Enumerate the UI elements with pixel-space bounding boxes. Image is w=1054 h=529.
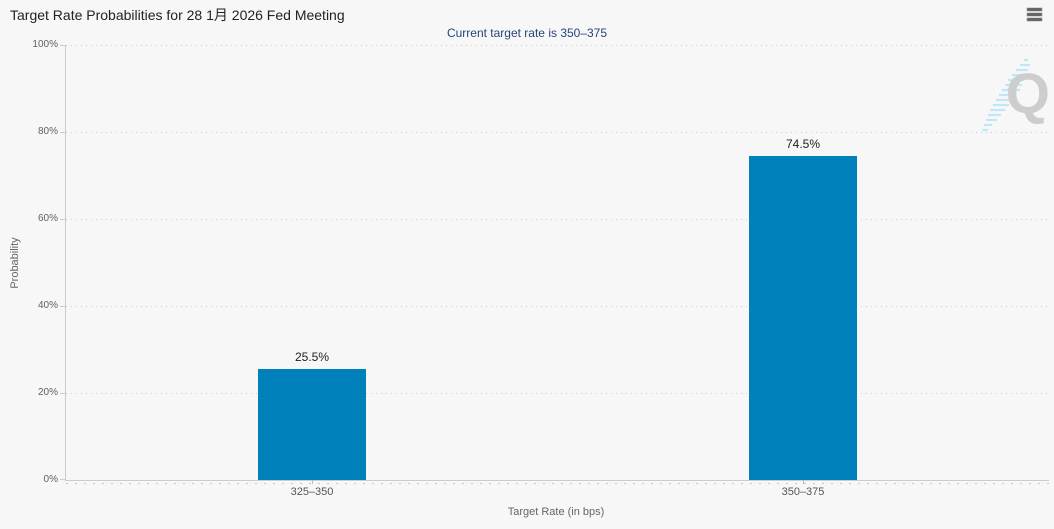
x-axis-tick <box>803 480 804 484</box>
y-gridline <box>66 306 1049 307</box>
y-axis-tick-label: 80% <box>37 126 58 137</box>
y-gridline <box>66 45 1049 46</box>
y-axis-tick-label: 20% <box>37 387 58 398</box>
bar-value-label: 25.5% <box>294 350 330 364</box>
hamburger-icon <box>1026 7 1042 21</box>
x-axis-title: Target Rate (in bps) <box>507 506 605 518</box>
context-menu-button[interactable] <box>1022 4 1046 26</box>
y-axis-tick-label: 0% <box>43 474 58 485</box>
y-gridline <box>66 132 1049 133</box>
watermark-q-letter: Q <box>1005 62 1050 126</box>
y-axis-tick <box>60 219 65 220</box>
y-axis-tick-label: 60% <box>37 213 58 224</box>
y-axis-tick <box>60 306 65 307</box>
bar-value-label: 74.5% <box>785 137 821 151</box>
plot-area: 0% 20% 40% 60% 80% 100% 25.5% 325–350 74.5% 350–3… <box>32 40 1049 498</box>
chart-subtitle: Current target rate is 350–375 <box>446 26 608 40</box>
probability-bar[interactable] <box>258 369 366 480</box>
y-axis-title: Probability <box>9 237 21 289</box>
chart-title: Target Rate Probabilities for 28 1月 2026… <box>10 7 345 23</box>
y-gridline <box>66 393 1049 394</box>
y-axis-tick <box>60 45 65 46</box>
y-axis-tick-label: 40% <box>37 300 58 311</box>
y-axis-tick <box>60 132 65 133</box>
watermark-stripes-icon <box>982 58 1030 132</box>
y-gridline <box>66 219 1049 220</box>
y-axis-tick-label: 100% <box>32 39 58 50</box>
x-axis-category-label: 350–375 <box>781 486 825 498</box>
y-axis-tick <box>60 393 65 394</box>
x-axis-category-label: 325–350 <box>290 486 334 498</box>
watermark-logo: Q <box>980 58 1052 134</box>
y-axis-tick <box>60 479 65 480</box>
x-axis-tick <box>312 480 313 484</box>
probability-bar[interactable] <box>749 156 857 480</box>
